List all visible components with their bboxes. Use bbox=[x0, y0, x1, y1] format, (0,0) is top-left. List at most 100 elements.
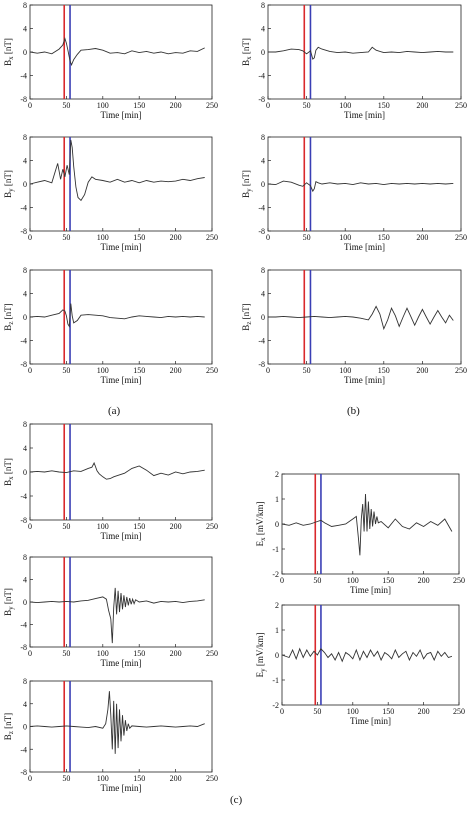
x-tick-label-5-3: 150 bbox=[378, 366, 390, 375]
ylabel-7: By [nT] bbox=[3, 588, 15, 616]
y-tick-label-4-1: -4 bbox=[258, 204, 265, 213]
x-tick-label-6-5: 250 bbox=[206, 522, 218, 531]
series-line-3-0 bbox=[268, 46, 454, 60]
x-tick-label-1-5: 250 bbox=[206, 233, 218, 242]
y-tick-label-0-4: 8 bbox=[23, 1, 27, 10]
x-tick-label-5-0: 0 bbox=[266, 366, 270, 375]
y-tick-label-0-3: 4 bbox=[23, 25, 27, 34]
y-tick-label-1-4: 8 bbox=[23, 133, 27, 142]
x-tick-label-4-4: 200 bbox=[416, 233, 428, 242]
y-tick-label-5-3: 4 bbox=[261, 290, 265, 299]
y-tick-label-6-1: -4 bbox=[20, 492, 27, 501]
x-tick-label-0-5: 250 bbox=[206, 101, 218, 110]
panel-label-a: (a) bbox=[108, 405, 121, 417]
xlabel-8: Time [min] bbox=[101, 783, 142, 793]
y-tick-label-2-1: -4 bbox=[20, 337, 27, 346]
x-tick-label-2-1: 50 bbox=[62, 366, 70, 375]
x-tick-label-6-3: 150 bbox=[133, 522, 145, 531]
x-tick-label-5-5: 250 bbox=[455, 366, 467, 375]
ylabel-10: Ey [mV/km] bbox=[255, 633, 267, 678]
y-tick-label-10-2: 0 bbox=[275, 651, 279, 660]
y-tick-label-7-4: 8 bbox=[23, 553, 27, 562]
series-line-0-0 bbox=[29, 37, 205, 67]
y-tick-label-9-3: 1 bbox=[275, 495, 279, 504]
series-line-5-0 bbox=[268, 305, 454, 331]
x-tick-label-5-4: 200 bbox=[416, 366, 428, 375]
plot-frame-0 bbox=[29, 4, 213, 100]
x-tick-label-2-5: 250 bbox=[206, 366, 218, 375]
series-line-7-0 bbox=[29, 587, 205, 644]
series-line-10-0 bbox=[281, 647, 453, 663]
x-tick-label-4-2: 100 bbox=[339, 233, 351, 242]
y-tick-label-8-2: 0 bbox=[23, 723, 27, 732]
series-line-1-0 bbox=[29, 139, 205, 202]
y-tick-label-7-0: -8 bbox=[20, 643, 27, 652]
y-tick-label-8-1: -4 bbox=[20, 745, 27, 754]
x-tick-label-3-3: 150 bbox=[378, 101, 390, 110]
y-tick-label-6-2: 0 bbox=[23, 468, 27, 477]
x-tick-label-2-3: 150 bbox=[133, 366, 145, 375]
x-tick-label-7-2: 100 bbox=[97, 649, 109, 658]
x-tick-label-0-3: 150 bbox=[133, 101, 145, 110]
y-tick-label-4-4: 8 bbox=[261, 133, 265, 142]
ylabel-9: Ex [mV/km] bbox=[255, 502, 267, 547]
ylabel-8: Bz [nT] bbox=[3, 713, 15, 740]
y-tick-label-6-3: 4 bbox=[23, 444, 27, 453]
x-tick-label-7-5: 250 bbox=[206, 649, 218, 658]
x-tick-label-4-3: 150 bbox=[378, 233, 390, 242]
y-tick-label-2-4: 8 bbox=[23, 266, 27, 275]
xlabel-1: Time [min] bbox=[101, 242, 142, 252]
x-tick-label-0-2: 100 bbox=[97, 101, 109, 110]
panel-label-c: (c) bbox=[230, 794, 243, 806]
y-tick-label-3-1: -4 bbox=[258, 72, 265, 81]
y-tick-label-10-3: 1 bbox=[275, 626, 279, 635]
x-tick-label-3-2: 100 bbox=[339, 101, 351, 110]
series-line-6-0 bbox=[29, 461, 205, 480]
x-tick-label-2-0: 0 bbox=[28, 366, 32, 375]
y-tick-label-7-1: -4 bbox=[20, 621, 27, 630]
x-tick-label-8-4: 200 bbox=[170, 774, 182, 783]
ylabel-4: By [nT] bbox=[241, 170, 253, 198]
x-tick-label-7-0: 0 bbox=[28, 649, 32, 658]
y-tick-label-5-2: 0 bbox=[261, 313, 265, 322]
y-tick-label-3-3: 4 bbox=[261, 25, 265, 34]
y-tick-label-1-0: -8 bbox=[20, 227, 27, 236]
ylabel-6: Bx [nT] bbox=[3, 458, 15, 486]
y-tick-label-5-0: -8 bbox=[258, 360, 265, 369]
ylabel-0: Bx [nT] bbox=[3, 38, 15, 66]
x-tick-label-8-1: 50 bbox=[62, 774, 70, 783]
x-tick-label-10-5: 250 bbox=[453, 707, 465, 716]
x-tick-label-4-5: 250 bbox=[455, 233, 467, 242]
y-tick-label-2-2: 0 bbox=[23, 313, 27, 322]
x-tick-label-6-4: 200 bbox=[170, 522, 182, 531]
x-tick-label-8-5: 250 bbox=[206, 774, 218, 783]
plot-frame-1 bbox=[29, 136, 213, 232]
y-tick-label-10-1: -1 bbox=[272, 676, 279, 685]
xlabel-2: Time [min] bbox=[101, 375, 142, 385]
y-tick-label-8-3: 4 bbox=[23, 700, 27, 709]
y-tick-label-2-0: -8 bbox=[20, 360, 27, 369]
series-line-4-0 bbox=[267, 180, 454, 193]
y-tick-label-0-2: 0 bbox=[23, 48, 27, 57]
x-tick-label-3-0: 0 bbox=[266, 101, 270, 110]
y-tick-label-1-3: 4 bbox=[23, 157, 27, 166]
x-tick-label-10-1: 50 bbox=[313, 707, 321, 716]
y-tick-label-5-4: 8 bbox=[261, 266, 265, 275]
x-tick-label-2-4: 200 bbox=[170, 366, 182, 375]
series-line-8-0 bbox=[29, 691, 205, 754]
y-tick-label-7-2: 0 bbox=[23, 598, 27, 607]
x-tick-label-5-1: 50 bbox=[303, 366, 311, 375]
x-tick-label-6-1: 50 bbox=[62, 522, 70, 531]
x-tick-label-8-2: 100 bbox=[97, 774, 109, 783]
x-tick-label-8-0: 0 bbox=[28, 774, 32, 783]
x-tick-label-1-3: 150 bbox=[133, 233, 145, 242]
x-tick-label-9-4: 200 bbox=[418, 576, 430, 585]
plot-frame-2 bbox=[29, 269, 213, 365]
xlabel-0: Time [min] bbox=[101, 110, 142, 120]
x-tick-label-0-0: 0 bbox=[28, 101, 32, 110]
ylabel-3: Bx [nT] bbox=[241, 38, 253, 66]
xlabel-5: Time [min] bbox=[344, 375, 385, 385]
y-tick-label-0-0: -8 bbox=[20, 95, 27, 104]
x-tick-label-9-5: 250 bbox=[453, 576, 465, 585]
